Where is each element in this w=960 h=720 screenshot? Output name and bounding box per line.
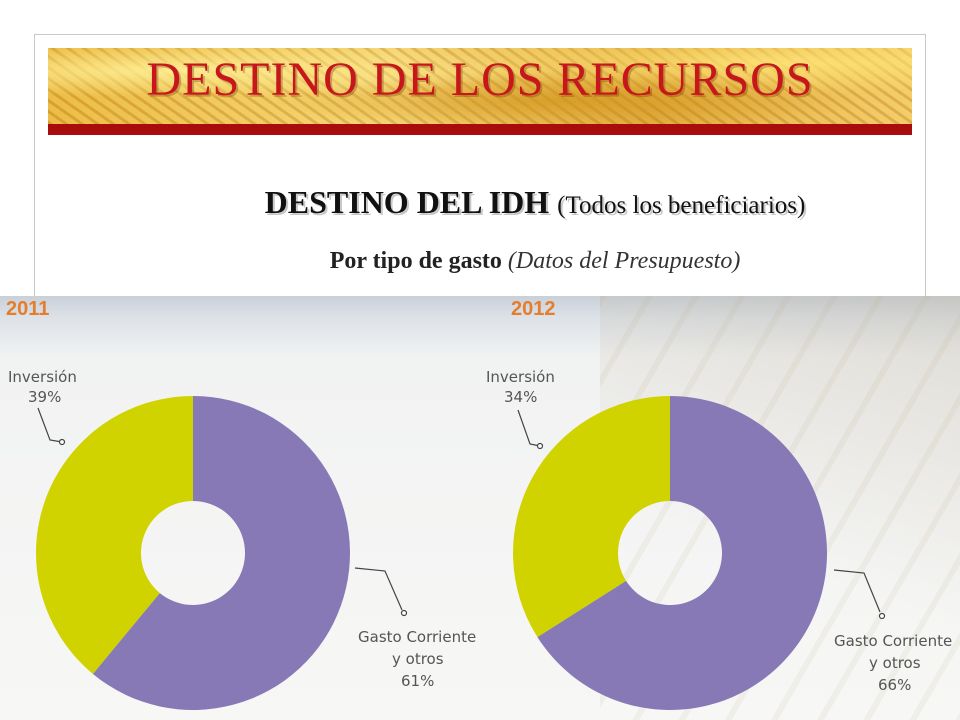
year-label-2011: 2011 (6, 298, 49, 320)
chart-2011: 2011 Inversión 39% Gasto Corriente y otr… (6, 298, 476, 710)
label-2012-gasto-line2: y otros (869, 654, 921, 672)
donut-charts-svg: 2011 Inversión 39% Gasto Corriente y otr… (6, 298, 952, 710)
label-2012-gasto-line1: Gasto Corriente (834, 632, 952, 650)
label-2011-gasto-line2: y otros (392, 650, 444, 668)
leader-2011-gasto (354, 567, 403, 611)
slice-2012-inversion (513, 396, 670, 638)
label-2011-inversion-name: Inversión (8, 368, 77, 386)
section-subline: Por tipo de gasto (Datos del Presupuesto… (0, 248, 960, 275)
slice-2011-gasto (92, 396, 351, 710)
subtitle-paren: (Todos los beneficiarios) (557, 192, 806, 219)
leader-dot-2012-gasto (878, 612, 886, 620)
subline-bold: Por tipo de gasto (329, 248, 502, 274)
leader-2012-gasto (833, 569, 881, 613)
subline-italic: (Datos del Presupuesto) (507, 248, 741, 274)
section-subtitle: DESTINO DEL IDH (Todos los beneficiarios… (0, 184, 960, 221)
label-2011-gasto-pct: 61% (401, 672, 434, 690)
slice-2012-gasto (537, 396, 828, 710)
slide-title: DESTINO DE LOS RECURSOS (146, 53, 814, 106)
label-2012-inversion-pct: 34% (504, 388, 537, 406)
slice-2011-inversion (36, 396, 193, 674)
leader-dot-2012-inversion (536, 442, 544, 450)
leader-2011-inversion (37, 407, 63, 443)
year-label-2012: 2012 (511, 298, 556, 320)
label-2011-gasto-line1: Gasto Corriente (358, 628, 476, 646)
chart-2012: 2012 Inversión 34% Gasto Corriente y otr… (486, 298, 952, 710)
title-banner (48, 48, 912, 124)
leader-dot-2011-inversion (58, 438, 66, 446)
leader-2012-inversion (517, 409, 541, 447)
label-2012-gasto-pct: 66% (878, 676, 911, 694)
subtitle-bold: DESTINO DEL IDH (264, 184, 550, 220)
label-2011-inversion-pct: 39% (28, 388, 61, 406)
title-rule (48, 124, 912, 135)
leader-dot-2011-gasto (400, 609, 408, 617)
chart-panel: 2011 Inversión 39% Gasto Corriente y otr… (0, 296, 960, 720)
label-2012-inversion-name: Inversión (486, 368, 555, 386)
